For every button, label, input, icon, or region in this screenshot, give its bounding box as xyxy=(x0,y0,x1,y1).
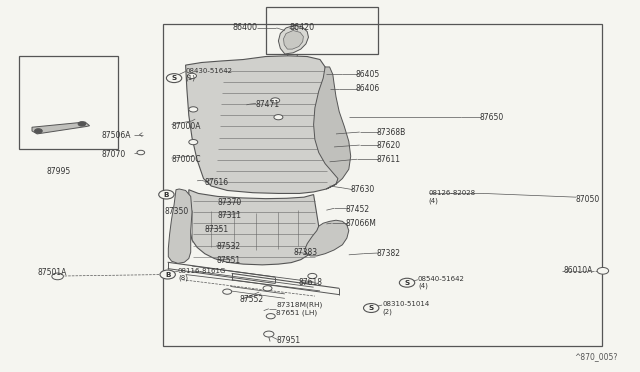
Text: B: B xyxy=(164,192,169,198)
Text: 87066M: 87066M xyxy=(346,219,376,228)
Bar xyxy=(266,7,378,54)
Text: 87370: 87370 xyxy=(218,198,242,207)
Text: 87630: 87630 xyxy=(351,185,375,194)
Circle shape xyxy=(166,74,182,83)
Circle shape xyxy=(159,190,174,199)
Text: 87532: 87532 xyxy=(216,242,241,251)
Text: B: B xyxy=(165,272,170,278)
Text: 87611: 87611 xyxy=(376,155,401,164)
Polygon shape xyxy=(186,56,339,193)
Polygon shape xyxy=(189,190,319,265)
Polygon shape xyxy=(284,31,303,49)
Text: 86420: 86420 xyxy=(289,23,314,32)
Circle shape xyxy=(399,278,415,287)
Text: 87311: 87311 xyxy=(218,211,242,220)
Circle shape xyxy=(189,107,198,112)
Text: 87651 (LH): 87651 (LH) xyxy=(276,310,317,317)
Circle shape xyxy=(364,304,379,312)
Text: ^870_005?: ^870_005? xyxy=(574,353,618,362)
Text: 86406: 86406 xyxy=(355,84,380,93)
Text: 87620: 87620 xyxy=(376,141,401,150)
Text: 87070: 87070 xyxy=(101,150,125,159)
Circle shape xyxy=(78,122,86,126)
Circle shape xyxy=(188,73,196,78)
Text: 87501A: 87501A xyxy=(37,268,67,277)
Text: 87995: 87995 xyxy=(46,167,70,176)
Circle shape xyxy=(264,331,274,337)
Text: 87000A: 87000A xyxy=(172,122,201,131)
Polygon shape xyxy=(314,67,351,189)
Circle shape xyxy=(263,286,272,291)
Text: 87506A: 87506A xyxy=(101,131,131,140)
Bar xyxy=(19,56,118,149)
Text: 87551: 87551 xyxy=(216,256,241,265)
Text: 87552: 87552 xyxy=(240,295,264,304)
Polygon shape xyxy=(168,189,192,263)
Circle shape xyxy=(137,150,145,155)
Text: S: S xyxy=(404,280,410,286)
Text: 08116-8161G
(8): 08116-8161G (8) xyxy=(178,268,227,281)
Text: 08430-51642
(1): 08430-51642 (1) xyxy=(186,68,232,81)
Text: 87650: 87650 xyxy=(480,113,504,122)
Polygon shape xyxy=(278,25,308,54)
Text: 08540-51642
(4): 08540-51642 (4) xyxy=(418,276,465,289)
Text: 86010A: 86010A xyxy=(563,266,593,275)
Polygon shape xyxy=(32,122,90,134)
Circle shape xyxy=(35,129,42,133)
Text: 87616: 87616 xyxy=(205,178,229,187)
Text: 86405: 86405 xyxy=(355,70,380,79)
Circle shape xyxy=(52,273,63,280)
Text: 87351: 87351 xyxy=(205,225,229,234)
Polygon shape xyxy=(305,220,349,256)
Text: S: S xyxy=(369,305,374,311)
Text: 87000C: 87000C xyxy=(172,155,201,164)
Text: 86400: 86400 xyxy=(232,23,257,32)
Circle shape xyxy=(223,289,232,294)
Text: 87050: 87050 xyxy=(576,195,600,203)
Text: 87350: 87350 xyxy=(164,207,189,216)
Text: S: S xyxy=(172,75,177,81)
Text: 87382: 87382 xyxy=(376,249,401,258)
Text: 87951: 87951 xyxy=(276,336,301,345)
Text: 87383: 87383 xyxy=(293,248,317,257)
Text: 87618: 87618 xyxy=(299,278,323,287)
Circle shape xyxy=(274,115,283,120)
Text: 87368B: 87368B xyxy=(376,128,406,137)
Circle shape xyxy=(160,270,175,279)
Circle shape xyxy=(597,267,609,274)
Text: 87452: 87452 xyxy=(346,205,370,214)
Circle shape xyxy=(271,98,280,103)
Text: 87471: 87471 xyxy=(256,100,280,109)
Circle shape xyxy=(308,273,317,279)
Text: 08126-82028
(4): 08126-82028 (4) xyxy=(429,190,476,204)
Circle shape xyxy=(266,314,275,319)
Text: 87318M(RH): 87318M(RH) xyxy=(276,302,323,308)
Circle shape xyxy=(189,140,198,145)
Bar xyxy=(163,24,602,346)
Text: 08310-51014
(2): 08310-51014 (2) xyxy=(382,301,429,315)
